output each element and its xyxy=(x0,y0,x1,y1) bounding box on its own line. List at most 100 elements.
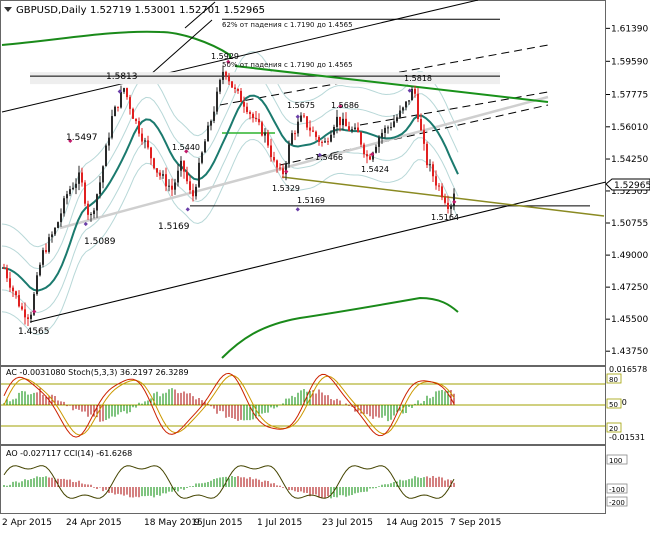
candle-body xyxy=(267,132,269,146)
candle-body xyxy=(390,126,392,128)
candle-body xyxy=(372,152,374,160)
candle-body xyxy=(315,131,317,137)
candle-body xyxy=(183,160,185,172)
stoch-signal-line xyxy=(3,374,455,436)
fractal-marker xyxy=(317,152,322,158)
candle-body xyxy=(351,129,353,131)
time-tick: 23 Jul 2015 xyxy=(322,518,373,528)
candle-body xyxy=(204,141,206,153)
time-axis: 2 Apr 2015 24 Apr 2015 18 May 2015 9 Jun… xyxy=(2,518,501,528)
candle-body xyxy=(237,88,239,91)
candle-body xyxy=(210,120,212,126)
candle-body xyxy=(168,185,170,187)
trend-line xyxy=(149,19,213,76)
level-50-label: 50 xyxy=(609,401,618,409)
candle-body xyxy=(375,146,377,153)
candle-body xyxy=(258,119,260,123)
candle-body xyxy=(24,309,26,318)
candle-body xyxy=(291,133,293,145)
candle-body xyxy=(231,81,233,88)
fib-annotations: 62% от падения с 1.7190 до 1.4565 50% от… xyxy=(222,21,353,69)
time-tick: 2 Apr 2015 xyxy=(2,518,52,528)
envelope-band xyxy=(1,116,459,314)
candle-body xyxy=(300,115,302,122)
candle-body xyxy=(441,186,443,198)
candle-body xyxy=(63,198,65,214)
collapse-arrow-icon[interactable] xyxy=(4,7,12,12)
candle-body xyxy=(264,132,266,136)
ac-stoch-title: AC -0.0031080 Stoch(5,3,3) 36.2197 26.32… xyxy=(6,368,189,377)
candle-body xyxy=(87,203,89,215)
candle-body xyxy=(111,116,113,138)
candle-body xyxy=(234,87,236,89)
candle-body xyxy=(156,168,158,173)
fib-62-label: 62% от падения с 1.7190 до 1.4565 xyxy=(222,21,353,29)
candle-body xyxy=(339,116,341,126)
candle-body xyxy=(78,172,80,184)
candle-body xyxy=(402,107,404,111)
axis-tick-label: -0.01531 xyxy=(609,433,645,442)
ao-cci-plot-area xyxy=(3,465,455,499)
candle-body xyxy=(288,144,290,164)
ao-cci-axis: 100 -100 -200 xyxy=(606,454,628,507)
candle-body xyxy=(15,291,17,296)
candle-body xyxy=(279,167,281,169)
candle-body xyxy=(228,76,230,82)
level-tag xyxy=(606,496,628,507)
candle-body xyxy=(225,71,227,77)
level-20-label: 20 xyxy=(609,425,618,433)
candle-body xyxy=(66,194,68,199)
candle-body xyxy=(12,287,14,292)
candle-body xyxy=(438,185,440,187)
fractal-marker xyxy=(32,309,37,314)
price-label: 1.5818 xyxy=(404,74,432,83)
axis-tick-label: 1.43750 xyxy=(611,347,648,357)
candle-body xyxy=(276,160,278,168)
fractal-marker xyxy=(185,207,190,212)
candle-body xyxy=(54,227,56,235)
level-tag xyxy=(606,373,622,384)
candle-body xyxy=(417,93,419,120)
long-ma-line xyxy=(221,296,459,359)
candle-body xyxy=(132,108,134,119)
candle-body xyxy=(141,133,143,142)
candle-body xyxy=(207,125,209,142)
candle-body xyxy=(114,106,116,117)
candle-body xyxy=(294,133,296,135)
resistance-line xyxy=(234,65,549,103)
price-label: 1.5164 xyxy=(431,213,459,222)
candle-body xyxy=(240,90,242,102)
candle-body xyxy=(192,190,194,197)
candle-body xyxy=(420,119,422,131)
candle-body xyxy=(198,162,200,187)
candle-body xyxy=(306,116,308,128)
candle-body xyxy=(129,97,131,109)
candle-body xyxy=(360,132,362,145)
candle-body xyxy=(51,234,53,238)
candle-body xyxy=(177,170,179,183)
price-label: 1.5929 xyxy=(211,52,239,61)
fractal-marker xyxy=(184,149,189,154)
axis-tick-label: 1.52505 xyxy=(611,187,648,197)
candle-body xyxy=(195,186,197,197)
price-label: 1.5329 xyxy=(272,184,300,193)
level-tag xyxy=(606,454,628,465)
candle-body xyxy=(246,106,248,113)
fractal-marker xyxy=(68,138,73,144)
time-tick: 1 Jul 2015 xyxy=(257,518,302,528)
dashed-channel-line xyxy=(219,44,549,106)
level-tag xyxy=(606,422,622,433)
fractal-marker xyxy=(295,207,300,212)
current-price-tag: 1.52965 xyxy=(605,178,650,191)
axis-tick-label: 1.47250 xyxy=(611,283,648,293)
price-plot-area xyxy=(1,0,607,359)
candle-body xyxy=(444,197,446,203)
level-tag xyxy=(606,398,622,409)
cci-minus200-label: -200 xyxy=(609,499,625,507)
fractal-marker xyxy=(117,89,122,94)
candle-body xyxy=(27,317,29,319)
candle-body xyxy=(405,101,407,108)
candle-body xyxy=(396,117,398,122)
